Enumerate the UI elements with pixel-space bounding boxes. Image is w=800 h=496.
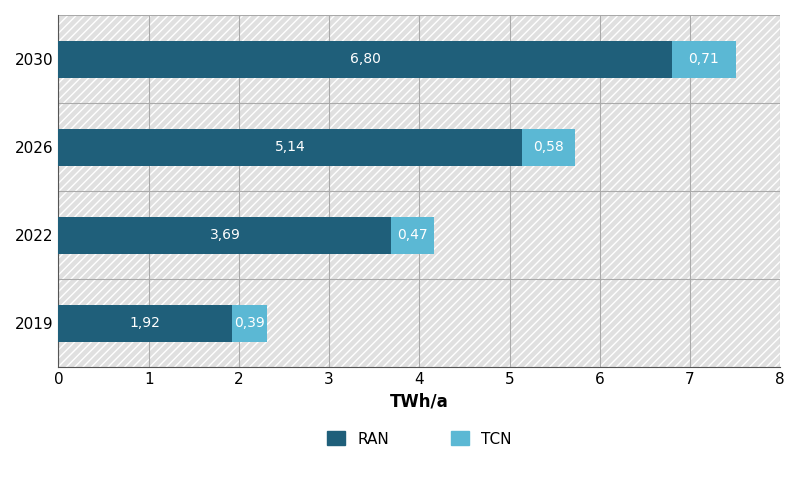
Bar bbox=[58, 41, 672, 77]
Text: 0,39: 0,39 bbox=[234, 316, 265, 330]
Text: 0,58: 0,58 bbox=[533, 140, 564, 154]
Bar bbox=[58, 128, 522, 166]
Text: 3,69: 3,69 bbox=[210, 228, 240, 242]
Text: 1,92: 1,92 bbox=[130, 316, 161, 330]
Bar bbox=[58, 217, 391, 254]
Bar bbox=[232, 305, 267, 342]
X-axis label: TWh/a: TWh/a bbox=[390, 393, 449, 411]
Text: 0,71: 0,71 bbox=[689, 52, 719, 66]
Text: 0,47: 0,47 bbox=[398, 228, 428, 242]
Legend: RAN, TCN: RAN, TCN bbox=[327, 432, 511, 446]
Bar bbox=[391, 217, 434, 254]
Bar bbox=[58, 305, 232, 342]
Text: 5,14: 5,14 bbox=[275, 140, 306, 154]
Text: 6,80: 6,80 bbox=[350, 52, 381, 66]
Bar bbox=[672, 41, 736, 77]
Bar bbox=[522, 128, 574, 166]
